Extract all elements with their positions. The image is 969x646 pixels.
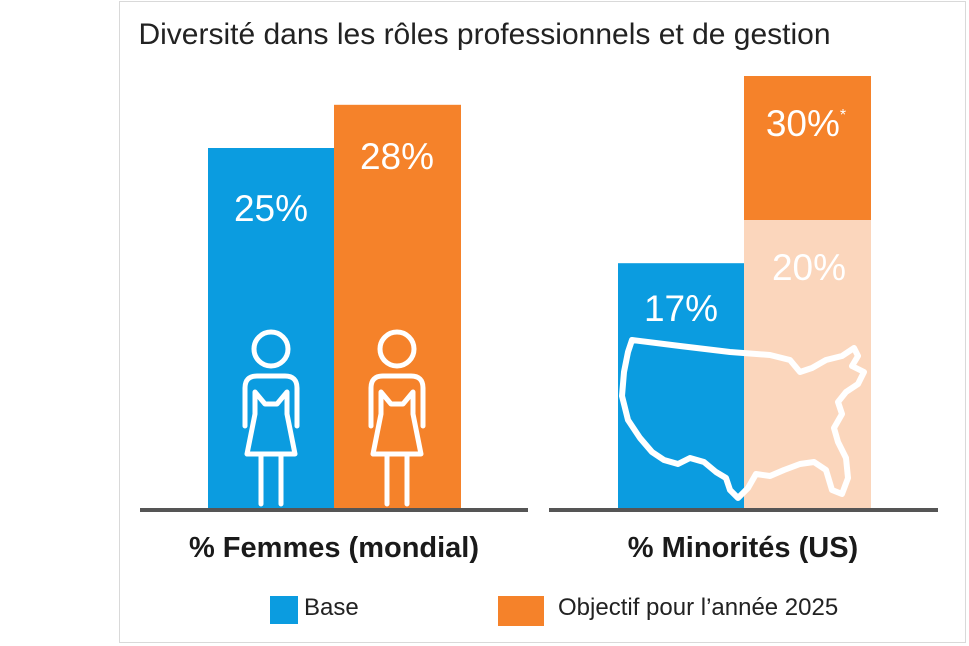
category-label-women: % Femmes (mondial) [189, 532, 479, 564]
bar-women-target [334, 104, 461, 509]
data-label-minorities-target-value: 30% [766, 103, 840, 144]
bar-women-base [208, 148, 334, 508]
footnote-mark: * [840, 107, 846, 124]
woman-icon [368, 329, 426, 507]
us-map-icon [619, 337, 867, 501]
data-label-women-base: 25% [234, 188, 308, 229]
data-label-women-target: 28% [360, 136, 434, 177]
legend-swatch-base [270, 596, 298, 624]
data-label-minorities-base: 17% [644, 288, 718, 329]
woman-icon [242, 329, 300, 507]
category-label-minorities: % Minorités (US) [628, 532, 858, 564]
legend-label-base: Base [304, 594, 359, 621]
data-label-minorities-target: 30%* [766, 103, 846, 144]
data-label-minorities-inner: 20% [772, 247, 846, 288]
bar-minorities-base [618, 263, 744, 508]
legend-label-target: Objectif pour l’année 2025 [558, 594, 839, 621]
legend-swatch-target [498, 596, 544, 626]
chart-title: Diversité dans les rôles professionnels … [138, 18, 831, 51]
